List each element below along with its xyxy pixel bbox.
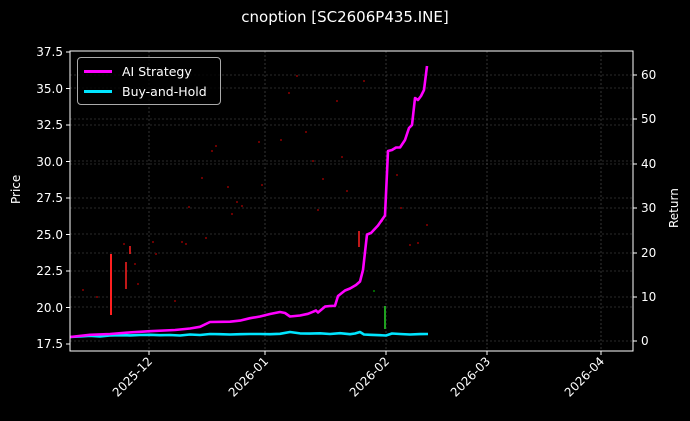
svg-text:10: 10: [641, 290, 656, 304]
left-ticks: [66, 51, 70, 345]
svg-text:32.5: 32.5: [36, 118, 63, 132]
legend-swatch-magenta-icon: [84, 69, 112, 73]
chart-title: cnoption [SC2606P435.INE]: [241, 8, 449, 26]
svg-text:20: 20: [641, 246, 656, 260]
svg-text:40: 40: [641, 157, 656, 171]
svg-text:37.5: 37.5: [36, 45, 63, 59]
x-tick-labels: 2025-12 2026-01 2026-02 2026-03 2026-04: [110, 354, 607, 399]
buy-and-hold-line: [69, 330, 429, 339]
legend-item-ai-strategy: AI Strategy: [84, 62, 192, 80]
svg-text:35.0: 35.0: [36, 82, 63, 96]
svg-text:30.0: 30.0: [36, 155, 63, 169]
svg-text:50: 50: [641, 112, 656, 126]
legend-item-buy-and-hold: Buy-and-Hold: [84, 82, 207, 100]
svg-text:20.0: 20.0: [36, 301, 63, 315]
svg-text:2026-04: 2026-04: [562, 354, 607, 399]
right-tick-labels: 60 50 40 30 20 10 0: [641, 68, 656, 348]
legend: AI Strategy Buy-and-Hold: [77, 57, 221, 105]
faint-candles: [82, 75, 428, 302]
svg-text:30: 30: [641, 201, 656, 215]
grid-lines: [70, 51, 633, 351]
svg-text:2026-03: 2026-03: [448, 354, 493, 399]
svg-text:2026-02: 2026-02: [347, 354, 392, 399]
svg-text:25.0: 25.0: [36, 228, 63, 242]
svg-text:2025-12: 2025-12: [110, 354, 155, 399]
svg-text:60: 60: [641, 68, 656, 82]
svg-text:17.5: 17.5: [36, 337, 63, 351]
y-axis-label-return: Return: [667, 188, 681, 228]
legend-label: AI Strategy: [122, 63, 192, 79]
bottom-ticks: [148, 351, 602, 355]
plot-frame: [69, 50, 634, 352]
right-ticks: [633, 74, 637, 342]
svg-text:22.5: 22.5: [36, 264, 63, 278]
svg-text:0: 0: [641, 334, 649, 348]
y-axis-label-price: Price: [9, 174, 23, 204]
ai-strategy-line: [69, 65, 429, 339]
svg-text:2026-01: 2026-01: [226, 354, 271, 399]
legend-label: Buy-and-Hold: [122, 83, 207, 99]
svg-text:27.5: 27.5: [36, 191, 63, 205]
left-tick-labels: 37.5 35.0 32.5 30.0 27.5 25.0 22.5 20.0 …: [36, 45, 63, 351]
candle-bars: [110, 231, 386, 329]
legend-swatch-cyan-icon: [84, 89, 112, 93]
